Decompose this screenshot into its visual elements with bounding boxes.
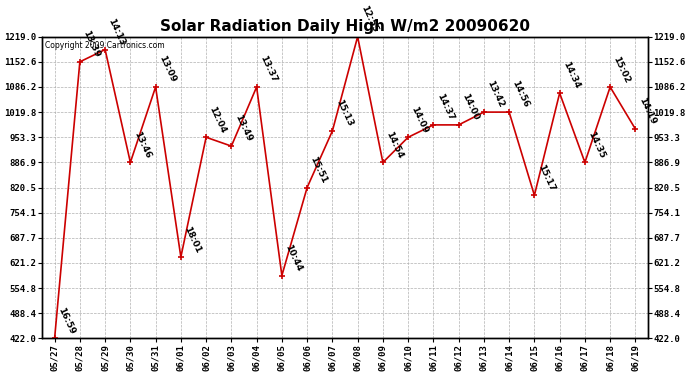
Text: 13:09: 13:09 <box>157 54 177 84</box>
Text: 18:01: 18:01 <box>182 225 202 254</box>
Text: 14:09: 14:09 <box>410 105 430 135</box>
Text: 14:00: 14:00 <box>460 93 480 122</box>
Text: 16:59: 16:59 <box>56 306 77 336</box>
Text: 12:04: 12:04 <box>208 105 228 135</box>
Text: 14:13: 14:13 <box>106 17 127 47</box>
Text: Copyright 2009 Cartronics.com: Copyright 2009 Cartronics.com <box>45 41 165 50</box>
Text: 13:49: 13:49 <box>233 113 253 143</box>
Text: 13:37: 13:37 <box>258 54 278 84</box>
Text: 15:02: 15:02 <box>611 54 632 84</box>
Text: 15:13: 15:13 <box>334 98 354 128</box>
Text: 14:37: 14:37 <box>435 92 455 122</box>
Text: 14:34: 14:34 <box>561 60 582 90</box>
Text: 14:54: 14:54 <box>384 130 404 160</box>
Text: 12:55: 12:55 <box>359 4 380 34</box>
Text: 14:35: 14:35 <box>586 130 607 160</box>
Text: 14:19: 14:19 <box>637 96 657 126</box>
Text: 14:56: 14:56 <box>511 80 531 110</box>
Text: 13:42: 13:42 <box>485 80 506 110</box>
Text: 15:51: 15:51 <box>308 155 328 185</box>
Title: Solar Radiation Daily High W/m2 20090620: Solar Radiation Daily High W/m2 20090620 <box>160 19 530 34</box>
Text: 13:46: 13:46 <box>132 130 152 160</box>
Text: 15:17: 15:17 <box>535 163 556 192</box>
Text: 10:44: 10:44 <box>284 243 304 273</box>
Text: 13:39: 13:39 <box>81 29 101 59</box>
